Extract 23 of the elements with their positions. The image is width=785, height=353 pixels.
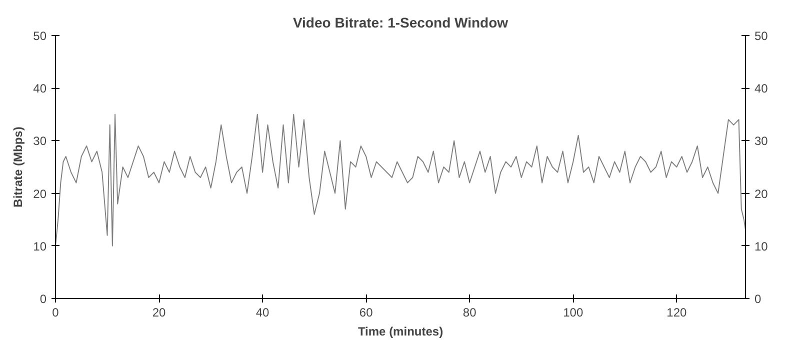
y2-tick-label: 50 [754,29,768,43]
y-axis-title: Bitrate (Mbps) [11,126,26,208]
line-series [56,114,746,246]
x-axis-title: Time (minutes) [358,324,444,338]
x-tick-label: 40 [256,306,270,320]
x-tick-label: 20 [152,306,166,320]
x-tick-label: 60 [359,306,374,320]
y-tick-label: 10 [33,239,47,254]
x-tick-label: 100 [563,306,584,320]
y-tick-label: 0 [40,292,47,306]
y-tick-label: 20 [33,186,47,201]
chart-title: Video Bitrate: 1-Second Window [292,14,508,30]
y2-tick-label: 0 [754,292,762,306]
x-tick-label: 120 [666,306,687,320]
x-tick-label: 80 [462,306,477,320]
y2-tick-label: 40 [754,82,768,96]
y-tick-label: 30 [33,134,47,148]
y-tick-label: 40 [33,82,47,96]
x-tick-label: 0 [52,306,60,320]
y2-tick-label: 20 [754,186,768,201]
y-tick-label: 50 [33,29,47,43]
y2-tick-label: 30 [754,134,768,148]
y2-tick-label: 10 [754,239,768,254]
